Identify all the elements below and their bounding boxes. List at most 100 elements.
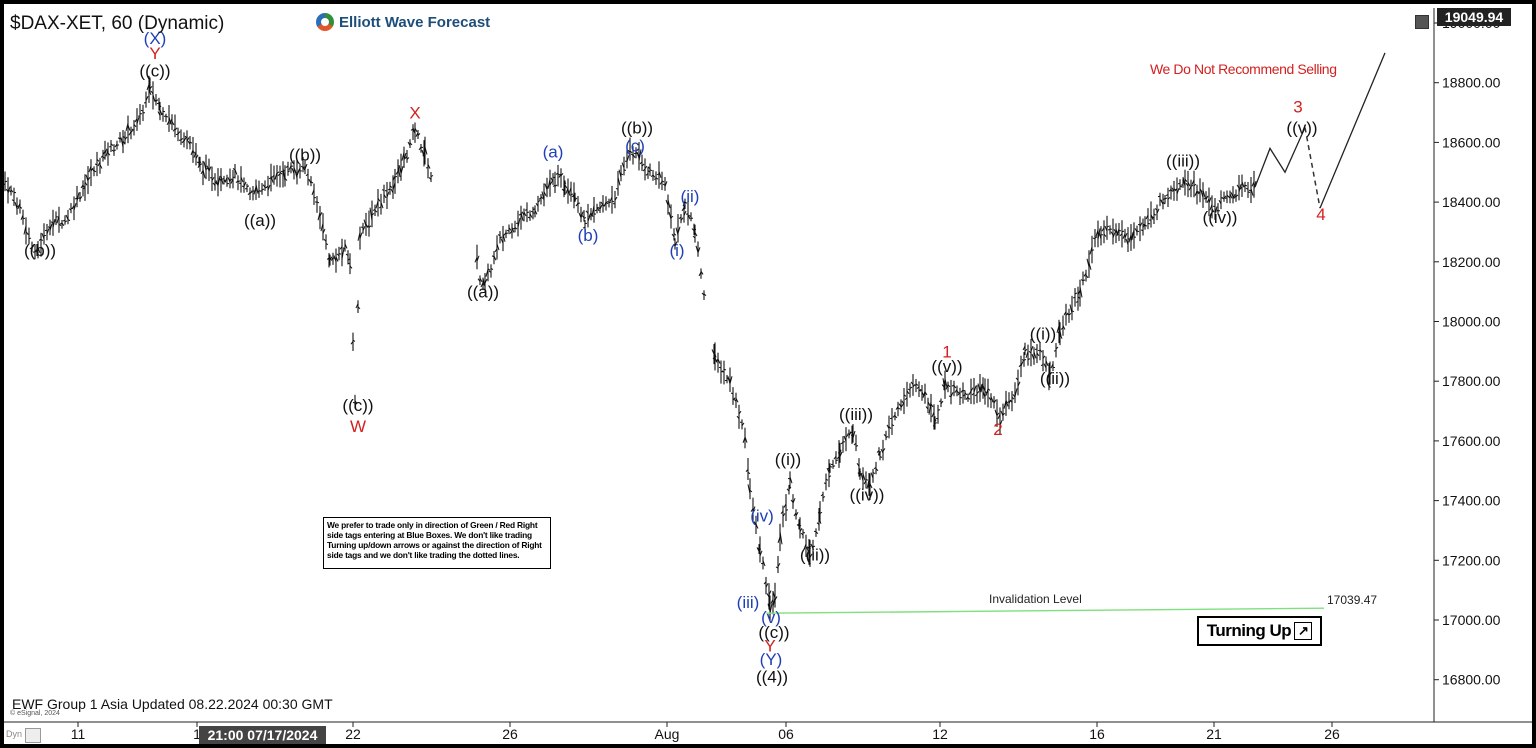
bar-open-tick <box>285 165 289 169</box>
logo-text: Elliott Wave Forecast <box>339 13 491 31</box>
wave-label: W <box>350 417 366 436</box>
bar-close-tick <box>149 86 153 89</box>
price-bar <box>94 151 100 177</box>
bar-close-tick <box>729 376 733 384</box>
price-bar <box>606 198 612 208</box>
bar-close-tick <box>649 169 653 172</box>
bar-open-tick <box>1104 225 1108 232</box>
bar-close-tick <box>1074 292 1078 295</box>
price-bar <box>932 416 938 430</box>
bar-open-tick <box>387 188 391 191</box>
bar-close-tick <box>329 258 333 261</box>
dyn-toggle-button[interactable] <box>25 728 41 743</box>
price-bar <box>512 220 518 233</box>
price-bar <box>760 556 766 570</box>
price-bar <box>190 136 196 163</box>
bar-open-tick <box>588 212 592 218</box>
bar-open-tick <box>311 189 315 196</box>
bar-close-tick <box>652 174 656 178</box>
price-chart[interactable]: Invalidation Level 17039.47 We Do Not Reco… <box>4 4 1532 744</box>
bar-close-tick <box>777 562 781 567</box>
bar-open-tick <box>800 532 804 536</box>
price-bar <box>314 196 320 213</box>
bar-open-tick <box>1162 198 1166 200</box>
bar-close-tick <box>543 191 547 197</box>
price-bar <box>1134 225 1140 236</box>
time-axis[interactable]: 11 1 22 26 Aug 06 12 16 21 26 <box>71 722 1340 742</box>
bar-close-tick <box>934 422 938 424</box>
price-bar <box>945 381 951 393</box>
bar-close-tick <box>1055 346 1059 350</box>
bar-close-tick <box>540 196 544 200</box>
price-bar <box>1098 226 1104 246</box>
bar-open-tick <box>701 292 705 296</box>
bar-open-tick <box>691 228 695 231</box>
price-bar <box>867 473 873 500</box>
bar-open-tick <box>823 482 827 485</box>
bar-close-tick <box>34 248 38 253</box>
bar-open-tick <box>53 220 57 222</box>
price-bar <box>656 161 662 189</box>
no-selling-note: We Do Not Recommend Selling <box>1150 61 1337 77</box>
price-bar <box>692 224 698 243</box>
bar-close-tick <box>987 388 991 391</box>
price-bar <box>668 204 674 229</box>
bar-close-tick <box>799 528 803 532</box>
bar-close-tick <box>641 163 645 167</box>
bar-open-tick <box>497 234 501 237</box>
price-bar <box>491 251 497 265</box>
bar-open-tick <box>1154 208 1158 211</box>
turning-up-badge: Turning Up ↗ <box>1197 616 1322 646</box>
bar-close-tick <box>208 166 212 172</box>
bar-close-tick <box>374 209 378 213</box>
price-bar <box>160 107 166 122</box>
bar-open-tick <box>14 201 18 209</box>
bar-open-tick <box>594 209 598 212</box>
bar-open-tick <box>1145 214 1149 220</box>
bar-open-tick <box>1140 229 1144 232</box>
bar-close-tick <box>947 384 951 388</box>
price-tick-label: 16800.00 <box>1442 672 1501 688</box>
bar-open-tick <box>796 524 800 527</box>
price-bar <box>357 226 363 250</box>
bar-open-tick <box>381 189 385 191</box>
bar-close-tick <box>325 243 329 246</box>
bar-close-tick <box>599 204 603 210</box>
price-bar <box>618 165 624 182</box>
bar-open-tick <box>535 202 539 207</box>
bar-open-tick <box>827 467 831 471</box>
bar-close-tick <box>1156 208 1160 214</box>
price-tick-label: 17600.00 <box>1442 433 1501 449</box>
bar-open-tick <box>56 215 60 224</box>
price-bar <box>350 332 356 351</box>
bar-close-tick <box>1088 262 1092 270</box>
wave-label: (iii) <box>737 593 760 612</box>
bar-open-tick <box>568 187 572 194</box>
bar-close-tick <box>655 177 659 180</box>
bar-close-tick <box>1153 213 1157 216</box>
bar-open-tick <box>916 386 920 390</box>
price-bar <box>1047 361 1053 385</box>
price-bar <box>175 127 181 142</box>
bar-close-tick <box>574 197 578 200</box>
bar-open-tick <box>17 202 21 210</box>
price-bar <box>907 383 913 398</box>
bar-open-tick <box>125 123 129 132</box>
bar-close-tick <box>1071 310 1075 313</box>
bar-close-tick <box>1187 181 1191 187</box>
price-bar <box>26 227 32 245</box>
bar-close-tick <box>937 409 941 411</box>
wave-label: ((c)) <box>342 396 373 415</box>
bar-open-tick <box>712 357 716 361</box>
price-bar <box>178 129 184 145</box>
bar-close-tick <box>400 166 404 175</box>
bar-close-tick <box>915 383 919 386</box>
price-bar <box>1191 170 1197 198</box>
chart-menu-icon[interactable] <box>1415 15 1429 29</box>
bar-close-tick <box>67 219 71 222</box>
bar-open-tick <box>659 181 663 185</box>
bar-open-tick <box>407 141 411 146</box>
price-bar <box>582 220 588 233</box>
price-bar <box>209 166 215 192</box>
price-bar <box>928 393 934 423</box>
